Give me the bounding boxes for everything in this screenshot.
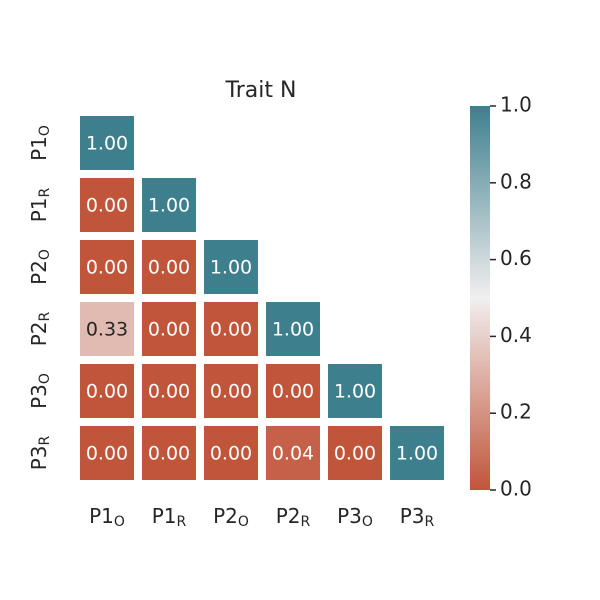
cell (142, 364, 196, 418)
x-tick-label-sub: O (238, 514, 249, 530)
x-tick-label-sub: R (177, 514, 187, 530)
x-tick-label: P3O (337, 504, 373, 531)
x-tick-label-base: P1 (89, 504, 114, 528)
cell (204, 302, 258, 356)
chart-title: Trait N (225, 78, 297, 103)
cell-label: 1.00 (334, 381, 376, 403)
cell (266, 426, 320, 480)
y-tick-label-sub: O (37, 373, 53, 384)
x-tick-label-base: P3 (337, 504, 362, 528)
y-tick-label-base: P2 (27, 321, 51, 346)
cell (80, 302, 134, 356)
cell (142, 302, 196, 356)
cell (266, 364, 320, 418)
x-tick-label-base: P2 (276, 504, 301, 528)
x-tick-label-base: P1 (152, 504, 177, 528)
cell (142, 240, 196, 294)
colorbar-tick-label: 0.2 (500, 400, 532, 424)
cell (328, 364, 382, 418)
cell (204, 364, 258, 418)
cell (142, 178, 196, 232)
x-tick-label: P1R (152, 504, 187, 531)
cell-label: 1.00 (396, 443, 438, 465)
cell-label: 1.00 (210, 257, 252, 279)
y-tick-label-sub: R (37, 435, 53, 445)
x-tick-label: P2O (213, 504, 249, 531)
y-tick-label: P2O (27, 249, 54, 285)
cell-label: 0.00 (210, 319, 252, 341)
colorbar (470, 106, 490, 490)
colorbar-tick-label: 0.4 (500, 323, 532, 347)
x-tick-label: P2R (276, 504, 311, 531)
cell (204, 240, 258, 294)
x-tick-label-sub: R (301, 514, 311, 530)
cell (80, 178, 134, 232)
colorbar-tick-label: 0.6 (500, 246, 532, 270)
y-tick-label: P3R (27, 435, 54, 470)
y-tick-label: P3O (27, 373, 54, 409)
cell (142, 426, 196, 480)
x-tick-label-sub: O (114, 514, 125, 530)
y-tick-label-base: P1 (27, 136, 51, 161)
cell-label: 0.00 (86, 257, 128, 279)
y-tick-label-sub: O (37, 249, 53, 260)
cell-label: 0.00 (210, 381, 252, 403)
y-tick-label: P2R (27, 311, 54, 346)
y-tick-label-base: P1 (27, 197, 51, 222)
cell-label: 0.00 (86, 381, 128, 403)
cell-label: 0.00 (148, 319, 190, 341)
cell (80, 116, 134, 170)
cell (204, 426, 258, 480)
cell (80, 426, 134, 480)
x-tick-label-base: P2 (213, 504, 238, 528)
cell-label: 0.00 (86, 195, 128, 217)
y-tick-label-base: P3 (27, 384, 51, 409)
colorbar-tick-label: 0.0 (500, 477, 532, 501)
cell (80, 364, 134, 418)
colorbar-tick-label: 0.8 (500, 169, 532, 193)
cell-label: 0.33 (86, 319, 128, 341)
cell-label: 1.00 (86, 133, 128, 155)
x-tick-label-sub: O (362, 514, 373, 530)
y-tick-label-base: P2 (27, 260, 51, 285)
cell-label: 0.00 (334, 443, 376, 465)
y-tick-label-base: P3 (27, 445, 51, 470)
cell-label: 0.00 (210, 443, 252, 465)
cell-label: 0.04 (272, 443, 314, 465)
cell (266, 302, 320, 356)
colorbar-tick-label: 1.0 (500, 93, 532, 117)
cell (390, 426, 444, 480)
cell-label: 1.00 (148, 195, 190, 217)
cell (328, 426, 382, 480)
x-tick-label: P3R (400, 504, 435, 531)
x-tick-label-sub: R (425, 514, 435, 530)
cell-label: 0.00 (148, 381, 190, 403)
cell-label: 0.00 (148, 443, 190, 465)
y-tick-label-sub: O (37, 125, 53, 136)
y-tick-label-sub: R (37, 311, 53, 321)
y-tick-label: P1O (27, 125, 54, 161)
x-tick-label-base: P3 (400, 504, 425, 528)
cell-label: 0.00 (272, 381, 314, 403)
cell (80, 240, 134, 294)
x-tick-label: P1O (89, 504, 125, 531)
cell-label: 0.00 (86, 443, 128, 465)
cell-label: 1.00 (272, 319, 314, 341)
cell-label: 0.00 (148, 257, 190, 279)
y-tick-label-sub: R (37, 187, 53, 197)
y-tick-label: P1R (27, 187, 54, 222)
